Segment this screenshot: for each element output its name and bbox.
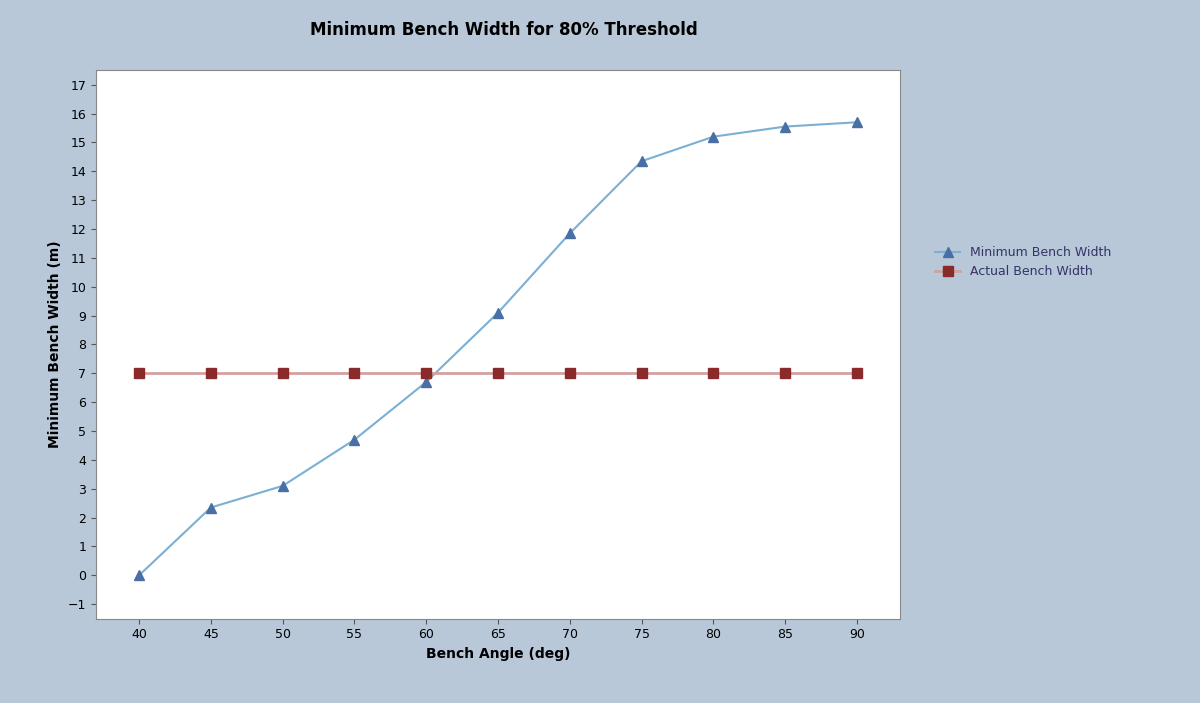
Minimum Bench Width <box>850 118 864 127</box>
X-axis label: Bench Angle (deg): Bench Angle (deg) <box>426 647 570 661</box>
Minimum Bench Width <box>491 309 505 317</box>
Text: Minimum Bench Width for 80% Threshold: Minimum Bench Width for 80% Threshold <box>310 21 698 39</box>
Actual Bench Width <box>419 369 433 378</box>
Minimum Bench Width <box>347 435 361 444</box>
Minimum Bench Width <box>706 132 720 141</box>
Minimum Bench Width <box>132 571 146 579</box>
Minimum Bench Width <box>563 229 577 238</box>
Actual Bench Width <box>563 369 577 378</box>
Y-axis label: Minimum Bench Width (m): Minimum Bench Width (m) <box>48 240 62 449</box>
Actual Bench Width <box>491 369 505 378</box>
Actual Bench Width <box>706 369 720 378</box>
Line: Actual Bench Width: Actual Bench Width <box>134 368 862 378</box>
Minimum Bench Width <box>276 482 290 490</box>
Actual Bench Width <box>276 369 290 378</box>
Line: Minimum Bench Width: Minimum Bench Width <box>134 117 862 580</box>
Legend: Minimum Bench Width, Actual Bench Width: Minimum Bench Width, Actual Bench Width <box>930 241 1117 283</box>
Minimum Bench Width <box>778 122 792 131</box>
Actual Bench Width <box>204 369 218 378</box>
Actual Bench Width <box>850 369 864 378</box>
Actual Bench Width <box>347 369 361 378</box>
Actual Bench Width <box>132 369 146 378</box>
Minimum Bench Width <box>419 378 433 386</box>
Actual Bench Width <box>778 369 792 378</box>
Minimum Bench Width <box>204 503 218 512</box>
Actual Bench Width <box>635 369 649 378</box>
Minimum Bench Width <box>635 157 649 165</box>
